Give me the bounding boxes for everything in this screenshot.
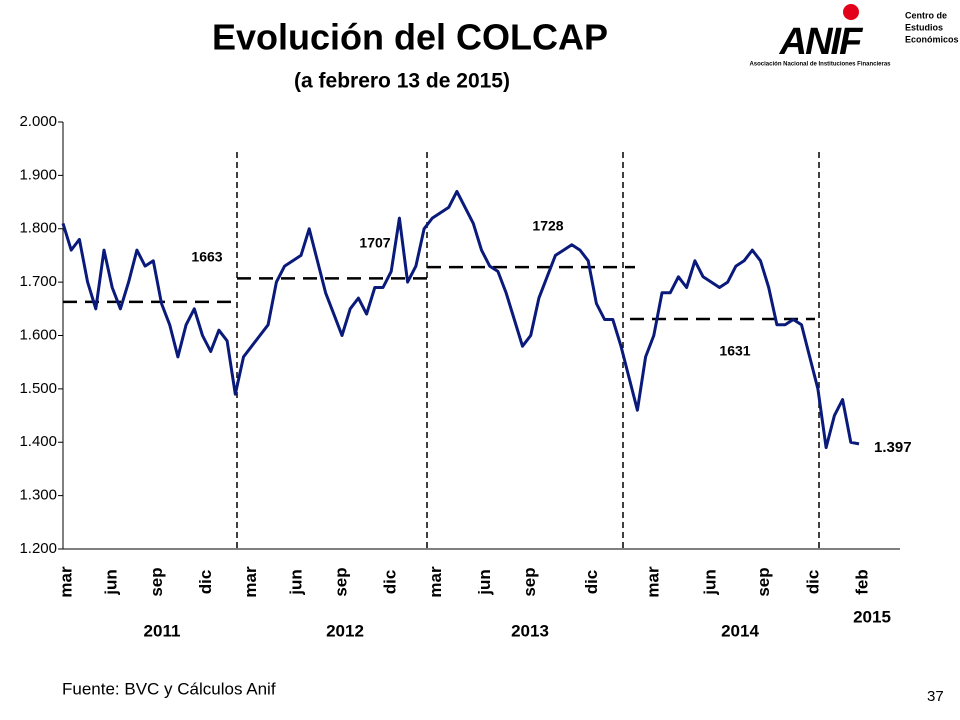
- y-tick-label: 1.300: [19, 487, 57, 504]
- y-tick-label: 1.200: [19, 540, 57, 557]
- chart-title: Evolución del COLCAP: [212, 17, 608, 58]
- y-tick-label: 1.900: [19, 166, 57, 183]
- logo-unit: Centro de: [905, 10, 947, 20]
- year-label: 2013: [511, 621, 549, 640]
- x-tick-label: dic: [803, 570, 822, 595]
- average-label: 1707: [359, 235, 390, 251]
- average-label: 1728: [532, 218, 563, 234]
- average-label: 1663: [191, 249, 222, 265]
- last-value-label: 1.397: [874, 439, 912, 456]
- x-tick-label: mar: [241, 566, 260, 598]
- chart-subtitle: (a febrero 13 de 2015): [294, 70, 510, 93]
- y-tick-label: 1.800: [19, 220, 57, 237]
- y-tick-label: 1.400: [19, 433, 57, 450]
- x-tick-label: mar: [426, 566, 445, 598]
- average-label: 1631: [719, 343, 750, 359]
- x-tick-label: sep: [331, 567, 350, 596]
- x-tick-label: mar: [643, 566, 662, 598]
- x-tick-label: jun: [286, 569, 305, 596]
- year-label: 2011: [144, 621, 181, 640]
- x-tick-label: dic: [381, 570, 400, 595]
- x-tick-label: sep: [520, 567, 539, 596]
- x-tick-label: jun: [701, 569, 720, 596]
- x-tick-label: mar: [57, 566, 76, 598]
- x-tick-label: feb: [853, 569, 872, 595]
- x-tick-label: dic: [196, 570, 215, 595]
- logo-tagline: Asociación Nacional de Instituciones Fin…: [749, 62, 891, 68]
- source-note: Fuente: BVC y Cálculos Anif: [62, 679, 276, 698]
- x-tick-label: sep: [754, 567, 773, 596]
- page-number: 37: [927, 688, 944, 705]
- y-tick-label: 1.600: [19, 326, 57, 343]
- x-tick-label: jun: [475, 569, 494, 596]
- year-label: 2015: [853, 607, 891, 626]
- year-label: 2014: [721, 621, 759, 640]
- logo-unit: Estudios: [905, 22, 943, 32]
- y-tick-label: 1.500: [19, 380, 57, 397]
- logo: ANIF Centro de Estudios Económicos Asoci…: [749, 4, 959, 68]
- y-tick-label: 2.000: [19, 113, 57, 130]
- x-tick-label: jun: [102, 569, 121, 596]
- logo-dot: [843, 4, 859, 20]
- y-tick-label: 1.700: [19, 273, 57, 290]
- year-label: 2012: [326, 621, 364, 640]
- logo-name: ANIF: [779, 21, 864, 63]
- logo-unit: Económicos: [905, 34, 959, 44]
- x-tick-label: sep: [147, 567, 166, 596]
- x-tick-label: dic: [582, 570, 601, 595]
- series-line: [61, 189, 860, 450]
